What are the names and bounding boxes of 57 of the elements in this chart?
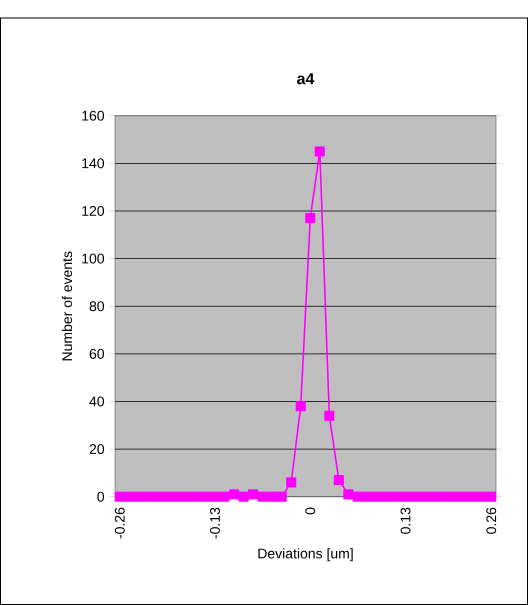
x-axis-title: Deviations [um]: [258, 548, 353, 562]
point: [305, 213, 316, 224]
point: [324, 410, 334, 421]
point: [476, 492, 487, 502]
point: [362, 492, 372, 502]
point: [420, 492, 430, 502]
y-tick-label: 40: [89, 396, 104, 406]
y-tick-label: 100: [82, 254, 104, 264]
point: [258, 492, 268, 502]
x-tick-label: 0.26: [486, 508, 496, 534]
point: [438, 492, 449, 502]
x-tick-label: 0.13: [400, 508, 410, 534]
point: [381, 492, 392, 502]
point: [400, 492, 411, 502]
point: [334, 474, 344, 486]
y-tick-label: 20: [90, 444, 104, 454]
x-tick-label: -0.26: [114, 508, 125, 538]
point: [410, 492, 420, 502]
point: [467, 492, 478, 502]
point: [124, 492, 134, 502]
y-tick-label: 80: [90, 301, 104, 312]
point: [352, 492, 363, 502]
y-tick-label: 60: [90, 348, 104, 359]
point: [152, 492, 163, 502]
y-tick-label: 140: [82, 158, 104, 168]
y-tick-label: 120: [82, 206, 104, 216]
x-tick-label: 0: [305, 508, 316, 514]
y-tick-label: 160: [82, 110, 104, 121]
point: [343, 489, 354, 500]
point: [486, 492, 496, 502]
point: [296, 401, 306, 412]
point: [238, 492, 249, 502]
point: [162, 492, 172, 502]
point: [458, 492, 468, 502]
point: [143, 492, 154, 502]
point: [228, 489, 240, 500]
point: [200, 492, 211, 502]
point: [219, 492, 230, 502]
x-tick-label: -0.13: [210, 508, 220, 538]
y-axis-title: Number of events: [62, 252, 72, 360]
point: [267, 492, 278, 502]
y-tick-label: 0: [97, 492, 104, 502]
point: [372, 492, 382, 502]
point: [190, 492, 202, 502]
point: [134, 492, 144, 502]
point: [181, 492, 192, 502]
point: [248, 489, 258, 500]
point: [172, 492, 182, 502]
point: [429, 492, 440, 502]
point: [210, 492, 220, 502]
point: [114, 492, 125, 502]
point: [448, 492, 458, 502]
point: [286, 477, 296, 488]
point: [390, 492, 402, 502]
point: [276, 492, 287, 502]
chart-title: a4: [297, 73, 314, 84]
point: [314, 146, 325, 157]
